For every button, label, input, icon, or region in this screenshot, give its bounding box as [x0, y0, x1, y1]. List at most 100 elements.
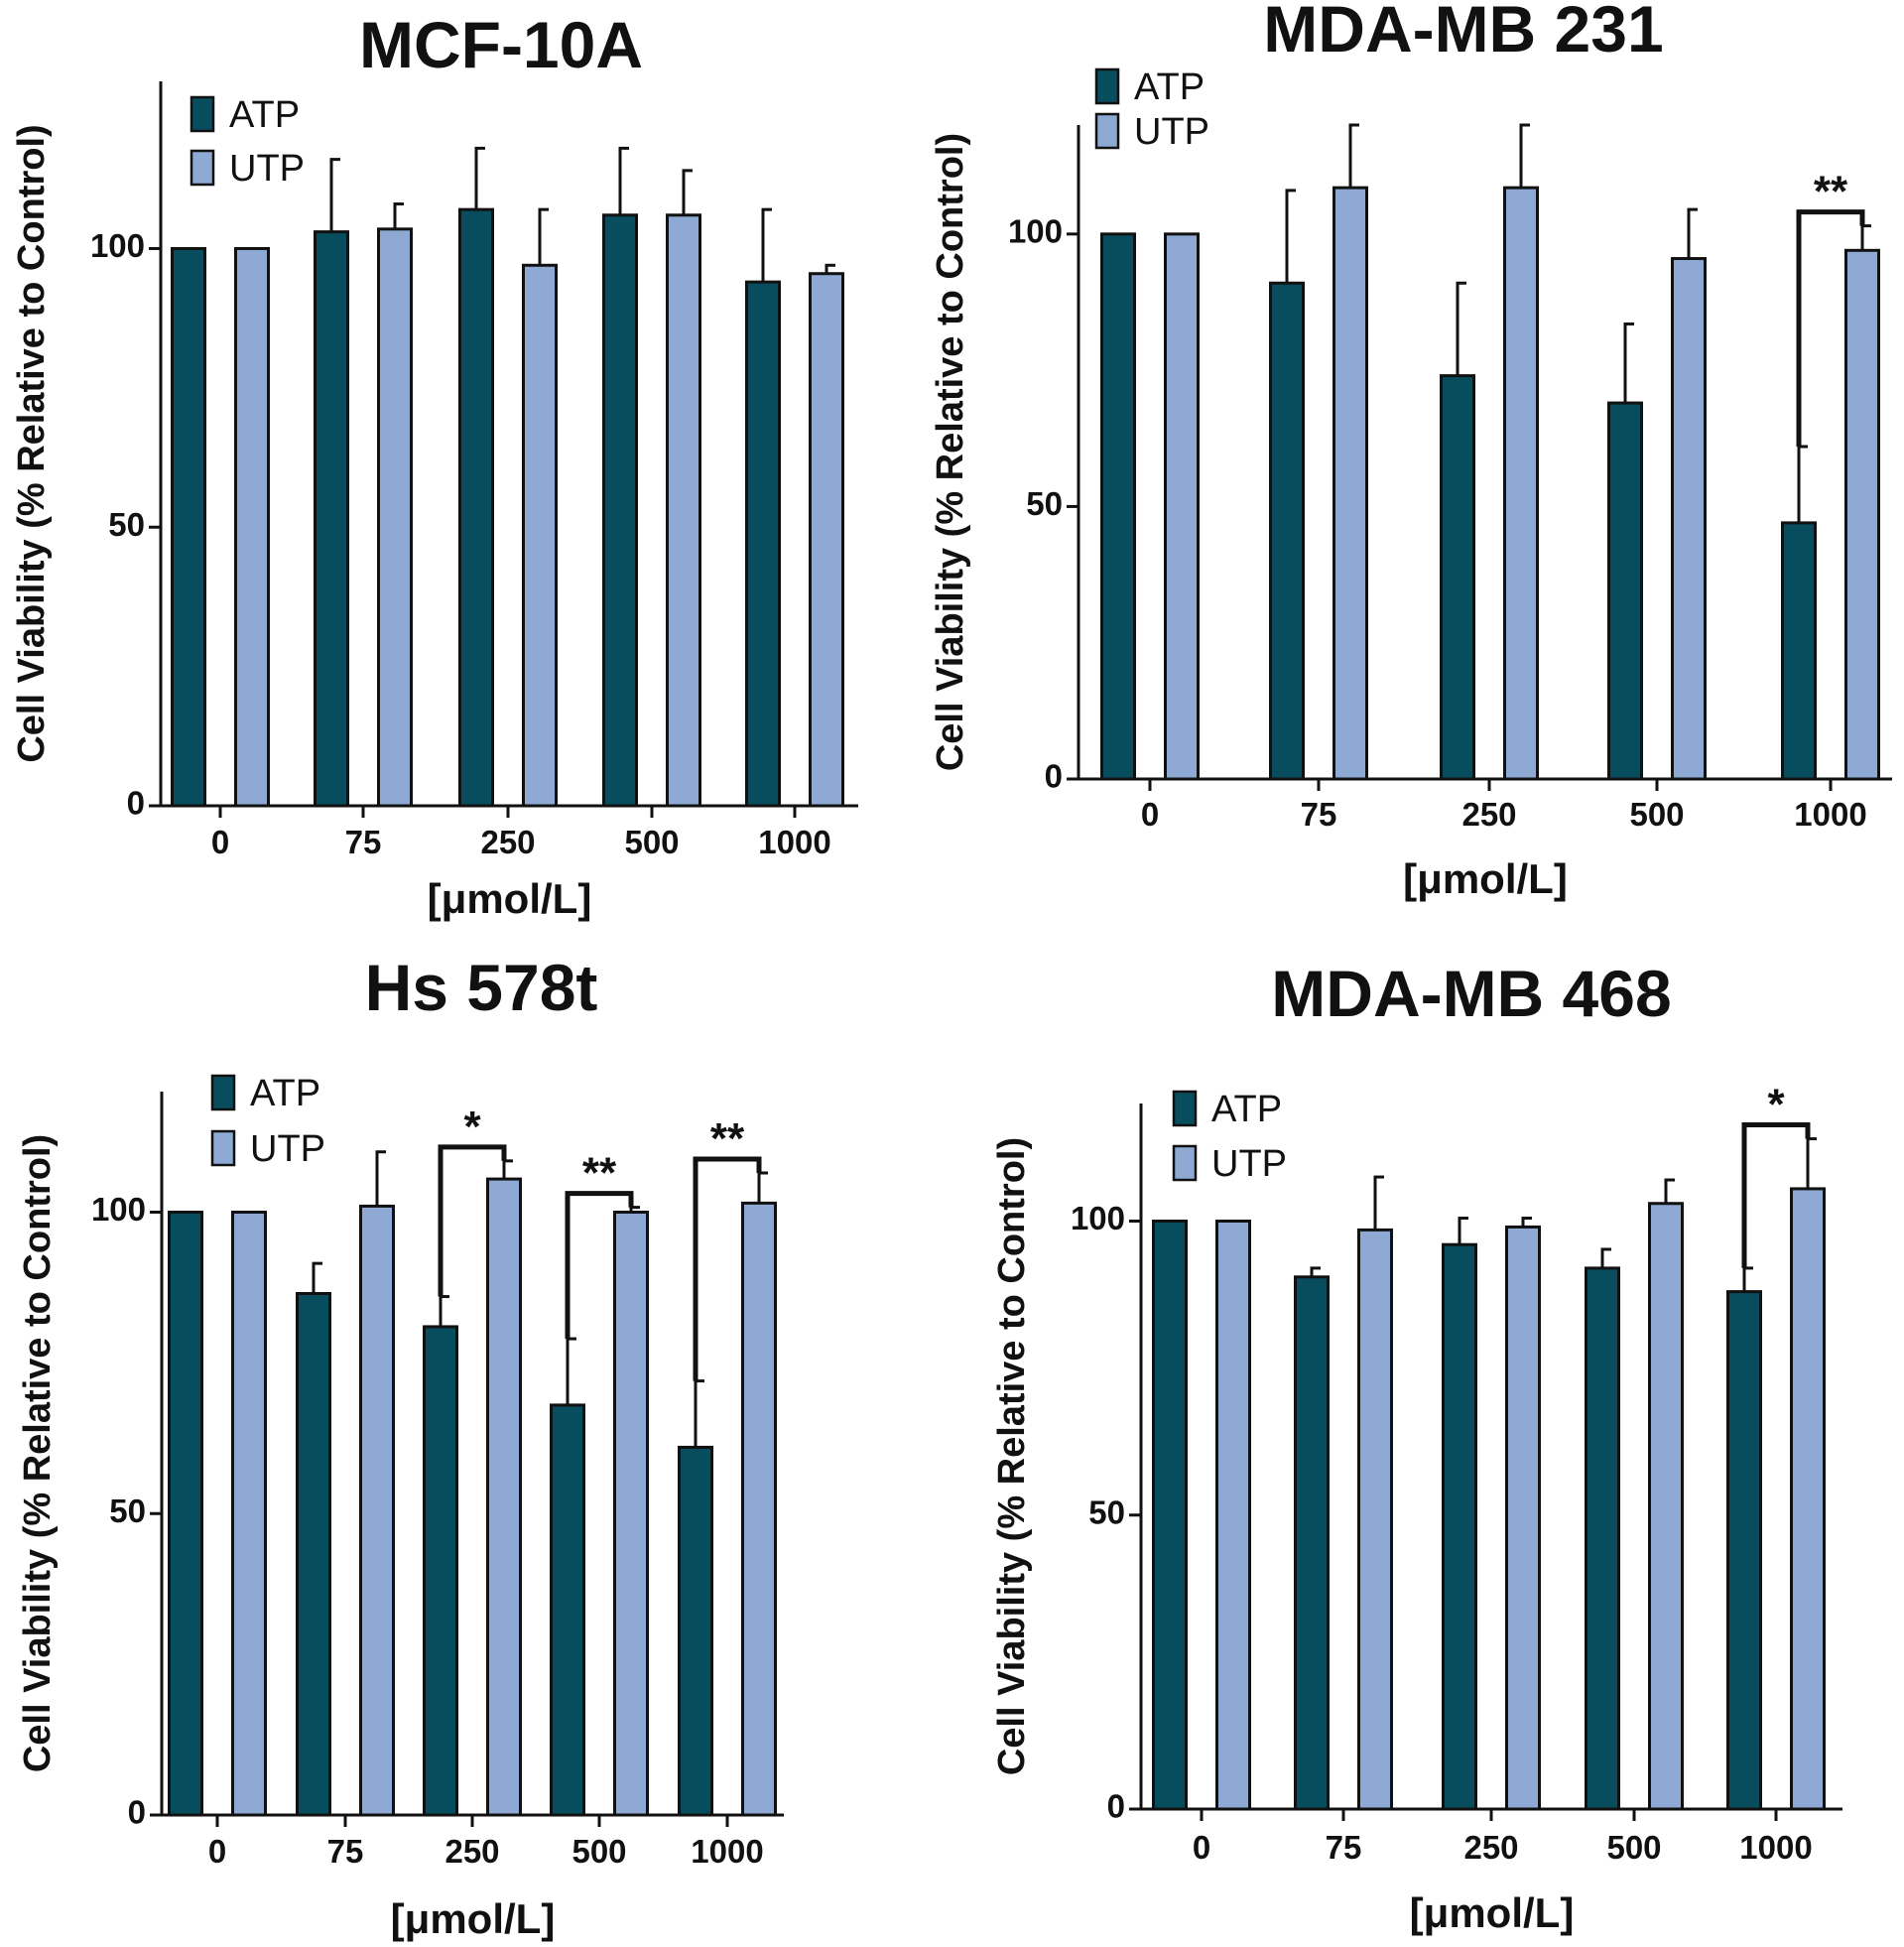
chart-title: MDA-MB 468 [1271, 957, 1671, 1030]
bar-utp-250 [522, 263, 558, 808]
y-tick-label: 100 [1008, 213, 1063, 250]
bar-atp-250 [1442, 1242, 1477, 1811]
legend-label-atp: ATP [229, 94, 300, 136]
significance-bracket [1741, 1122, 1811, 1268]
y-tick-label: 50 [1026, 485, 1063, 522]
bar-atp-250 [423, 1325, 458, 1817]
y-tick-label: 0 [127, 785, 145, 822]
y-tick-label: 100 [91, 1191, 146, 1228]
x-tick-label: 250 [444, 1833, 499, 1870]
chart-title: MCF-10A [359, 8, 643, 81]
y-tick-label: 0 [1107, 1788, 1125, 1825]
bar-utp-500 [613, 1211, 649, 1817]
bar-atp-0 [171, 246, 206, 808]
legend-label-atp: ATP [1134, 66, 1205, 108]
x-tick-label: 75 [1301, 796, 1337, 833]
panel-mda-mb-468: MDA-MB 468 Cell Viability (% Relative to … [991, 957, 1842, 1936]
bar-utp-0 [234, 246, 270, 808]
bar-atp-500 [1585, 1266, 1620, 1811]
bar-atp-0 [1152, 1220, 1188, 1811]
legend-swatch-utp [1172, 1144, 1198, 1182]
significance-label: * [463, 1103, 481, 1151]
bar-utp-0 [1164, 232, 1200, 781]
legend-swatch-utp [1094, 112, 1120, 150]
bar-atp-500 [550, 1403, 585, 1817]
bar-atp-1000 [1726, 1290, 1762, 1811]
x-tick-label: 250 [1463, 1829, 1518, 1866]
x-tick-label: 500 [1629, 796, 1684, 833]
bar-utp-0 [231, 1211, 267, 1817]
significance-label: * [1767, 1081, 1785, 1129]
x-tick-label: 1000 [691, 1833, 763, 1870]
legend-label-utp: UTP [250, 1128, 325, 1170]
bar-atp-500 [1607, 401, 1643, 781]
bar-utp-1000 [809, 272, 844, 808]
bar-atp-75 [1269, 281, 1305, 781]
significance-label: ** [710, 1114, 745, 1163]
panel-hs-578t: Hs 578t Cell Viability (% Relative to Con… [17, 951, 784, 1942]
x-tick-label: 1000 [1739, 1829, 1812, 1866]
bar-utp-1000 [1790, 1187, 1826, 1811]
x-tick-label: 250 [1461, 796, 1516, 833]
x-tick-label: 75 [327, 1833, 364, 1870]
bar-utp-75 [1333, 186, 1368, 781]
x-tick-label: 75 [1326, 1829, 1362, 1866]
x-axis-label: [μmol/L] [428, 875, 592, 922]
legend-swatch-atp [190, 95, 215, 133]
bar-utp-250 [486, 1177, 522, 1817]
bar-atp-250 [458, 207, 494, 808]
x-tick-label: 0 [211, 824, 229, 860]
y-tick-label: 0 [128, 1794, 146, 1831]
y-axis-label: Cell Viability (% Relative to Control) [991, 1137, 1033, 1775]
bar-utp-250 [1505, 1225, 1541, 1811]
bar-atp-0 [1100, 232, 1136, 781]
panel-mcf-10a: MCF-10A Cell Viability (% Relative to Con… [11, 8, 858, 922]
bar-atp-0 [168, 1211, 203, 1817]
x-axis-label: [μmol/L] [391, 1895, 556, 1942]
legend-swatch-atp [210, 1074, 236, 1111]
significance-label: ** [1814, 168, 1848, 216]
x-tick-label: 500 [1606, 1829, 1661, 1866]
legend-label-utp: UTP [1211, 1143, 1287, 1185]
x-tick-label: 0 [1141, 796, 1159, 833]
panel-mda-mb-231: MDA-MB 231 Cell Viability (% Relative to … [930, 0, 1892, 902]
y-axis-label: Cell Viability (% Relative to Control) [17, 1134, 59, 1772]
bar-utp-500 [1671, 257, 1707, 781]
bar-atp-75 [296, 1292, 331, 1817]
bar-atp-500 [602, 213, 638, 808]
bar-utp-500 [1648, 1202, 1684, 1811]
y-axis-label: Cell Viability (% Relative to Control) [930, 133, 971, 771]
y-tick-label: 100 [90, 227, 145, 264]
x-tick-label: 500 [624, 824, 679, 860]
chart-title: MDA-MB 231 [1263, 0, 1663, 65]
bar-utp-500 [666, 213, 701, 808]
bar-utp-75 [377, 227, 413, 808]
x-tick-label: 250 [480, 824, 535, 860]
bar-atp-250 [1440, 374, 1475, 781]
bar-atp-75 [314, 230, 349, 808]
x-tick-label: 75 [345, 824, 382, 860]
significance-label: ** [582, 1149, 617, 1198]
y-axis-label: Cell Viability (% Relative to Control) [11, 124, 53, 762]
legend-label-atp: ATP [1211, 1089, 1282, 1130]
legend-swatch-utp [210, 1129, 236, 1167]
bar-atp-1000 [1781, 521, 1817, 781]
significance-bracket [1796, 209, 1865, 448]
bar-utp-1000 [1844, 248, 1880, 781]
legend-swatch-atp [1172, 1090, 1198, 1127]
bar-atp-1000 [678, 1445, 713, 1817]
bar-utp-1000 [741, 1201, 777, 1817]
x-tick-label: 500 [571, 1833, 626, 1870]
x-tick-label: 0 [1193, 1829, 1210, 1866]
x-tick-label: 1000 [758, 824, 830, 860]
legend-swatch-atp [1094, 67, 1120, 105]
significance-bracket [693, 1156, 762, 1381]
legend-label-utp: UTP [229, 148, 305, 190]
bar-utp-0 [1215, 1220, 1251, 1811]
legend-label-atp: ATP [250, 1073, 320, 1114]
significance-bracket [565, 1191, 634, 1340]
bar-utp-75 [359, 1204, 395, 1817]
legend-label-utp: UTP [1134, 111, 1209, 153]
y-tick-label: 50 [109, 1493, 146, 1529]
